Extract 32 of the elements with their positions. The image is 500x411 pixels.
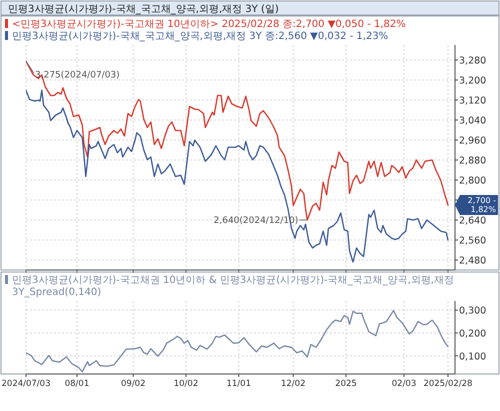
y-tick-label: 3,040 <box>459 116 486 126</box>
y-tick-label: 2,480 <box>459 256 486 266</box>
x-tick-label: 2024/07/03 <box>2 379 50 389</box>
x-tick-label: 02/03 <box>392 379 416 389</box>
title-bar: 민평3사평균(시가평가)-국채_국고채_양곡,외평,재정 3Y (일) <box>0 0 500 16</box>
annotation-pointer: 3,275(2024/07/03) <box>26 60 120 80</box>
legend-label: <민평3사평균시가평가)-국고채권 10년이하> 2025/02/28 종:2,700 ▼0,050 - 1,82% <box>12 19 406 30</box>
y-tick-label: 2,640 <box>459 216 486 226</box>
x-tick-label: 2025 <box>335 379 357 389</box>
y-tick-label: 0,200 <box>459 328 486 340</box>
legend-label: 민평3사평균(시가평가)-국고채권 10년이하 & 민평3사평균(시가평가)-국채_국고채_양곡,외평,재정 3Y_Spread(0,140) <box>12 275 454 298</box>
y-tick-label: 3,120 <box>459 96 486 106</box>
x-tick-label: 08/01 <box>64 379 90 389</box>
y-tick-label: 3,280 <box>459 56 486 66</box>
y-tick-label: 2,960 <box>459 136 486 146</box>
x-tick-label: 12/02 <box>280 379 306 389</box>
line-series <box>26 90 449 263</box>
x-tick-label: 09/02 <box>121 379 146 389</box>
annotation: 3,275(2024/07/03) <box>35 70 120 80</box>
x-tick-label: 10/02 <box>174 379 198 389</box>
x-tick-label: 11/01 <box>226 379 251 389</box>
y-tick-label: 0,100 <box>459 351 486 362</box>
y-tick-label: 3,200 <box>459 76 486 86</box>
x-tick-label: 2025/02/28 <box>423 379 472 389</box>
y-tick-label: 2,800 <box>459 176 486 186</box>
y-tick-label: 2,560 <box>459 236 486 246</box>
chart-title: 민평3사평균(시가평가)-국채_국고채_양곡,외평,재정 3Y (일) <box>8 4 279 15</box>
line-series <box>26 310 449 372</box>
legend-label: 민평3사평균(시가평가)-국채_국고채_양곡,외평,재정 3Y 종:2,560 ▼0,032 - 1,23% <box>12 31 388 42</box>
annotation: 2,700 - 1,82% <box>468 196 496 214</box>
y-tick-label: 0,300 <box>459 306 486 317</box>
y-tick-label: 2,880 <box>459 156 486 166</box>
